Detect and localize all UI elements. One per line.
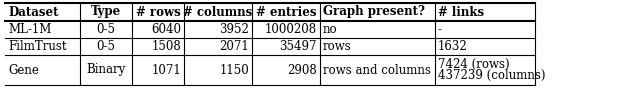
Text: Dataset: Dataset <box>8 6 58 18</box>
Text: 1150: 1150 <box>220 64 249 76</box>
Text: 6040: 6040 <box>151 23 181 36</box>
Text: Gene: Gene <box>8 64 39 76</box>
Text: Binary: Binary <box>86 64 125 76</box>
Text: -: - <box>438 23 442 36</box>
Text: rows and columns: rows and columns <box>323 64 431 76</box>
Text: # rows: # rows <box>136 6 180 18</box>
Text: ML-1M: ML-1M <box>8 23 51 36</box>
Text: # columns: # columns <box>184 6 253 18</box>
Text: 1000208: 1000208 <box>265 23 317 36</box>
Text: FilmTrust: FilmTrust <box>8 40 67 53</box>
Text: 437239 (columns): 437239 (columns) <box>438 69 545 82</box>
Text: 0-5: 0-5 <box>97 40 115 53</box>
Text: 0-5: 0-5 <box>97 23 115 36</box>
Text: 3952: 3952 <box>219 23 249 36</box>
Text: 1508: 1508 <box>151 40 181 53</box>
Text: rows: rows <box>323 40 352 53</box>
Text: 1071: 1071 <box>151 64 181 76</box>
Text: 2908: 2908 <box>287 64 317 76</box>
Text: 2071: 2071 <box>220 40 249 53</box>
Text: 1632: 1632 <box>438 40 468 53</box>
Text: Graph present?: Graph present? <box>323 6 425 18</box>
Text: 7424 (rows): 7424 (rows) <box>438 58 509 71</box>
Text: 35497: 35497 <box>280 40 317 53</box>
Text: no: no <box>323 23 338 36</box>
Text: # links: # links <box>438 6 484 18</box>
Text: Type: Type <box>91 6 121 18</box>
Text: # entries: # entries <box>256 6 316 18</box>
